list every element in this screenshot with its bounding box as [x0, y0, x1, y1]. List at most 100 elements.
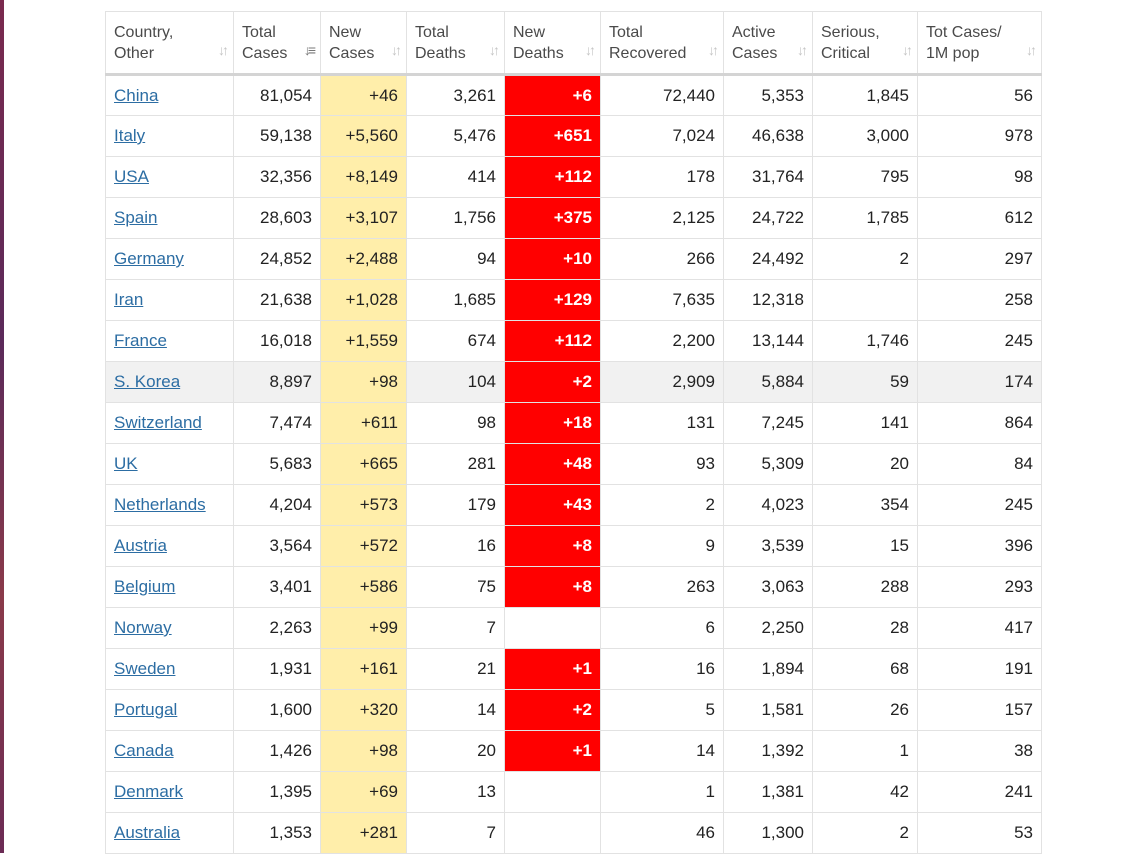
cell-serious-critical: 141 [812, 402, 918, 444]
cell-new-cases: +573 [320, 484, 407, 526]
column-header-country[interactable]: Country, Other ↓↑ [105, 11, 234, 76]
cell-active-cases: 24,722 [723, 197, 813, 239]
cell-serious-critical: 15 [812, 525, 918, 567]
table-row: Sweden 1,931 +161 21 +1 16 1,894 68 191 [105, 648, 1042, 690]
sort-icon[interactable]: ↓≡ [303, 42, 316, 58]
column-header-tot-cases-1m[interactable]: Tot Cases/1M pop ↓↑ [917, 11, 1042, 76]
country-link[interactable]: S. Korea [114, 372, 181, 391]
country-link[interactable]: Italy [114, 126, 146, 145]
cell-serious-critical [812, 279, 918, 321]
column-header-label: Tot Cases/1M pop [926, 22, 1002, 64]
country-link[interactable]: Spain [114, 208, 158, 227]
column-header-label: Active Cases [732, 22, 777, 64]
cell-active-cases: 5,884 [723, 361, 813, 403]
sort-icon[interactable]: ↓↑ [489, 42, 500, 58]
cell-total-deaths: 414 [406, 156, 505, 198]
table-row: Denmark 1,395 +69 13 1 1,381 42 241 [105, 771, 1042, 813]
country-link[interactable]: Netherlands [114, 495, 206, 514]
country-link[interactable]: UK [114, 454, 138, 473]
cell-serious-critical: 42 [812, 771, 918, 813]
cell-new-cases: +1,559 [320, 320, 407, 362]
cell-serious-critical: 2 [812, 238, 918, 280]
column-header-total-recovered[interactable]: Total Recovered ↓↑ [600, 11, 724, 76]
cell-new-cases: +586 [320, 566, 407, 608]
cell-total-recovered: 263 [600, 566, 724, 608]
table-row: Canada 1,426 +98 20 +1 14 1,392 1 38 [105, 730, 1042, 772]
country-link[interactable]: Germany [114, 249, 184, 268]
column-header-label: New Cases [329, 22, 374, 64]
cell-total-cases: 1,426 [233, 730, 321, 772]
cell-total-deaths: 94 [406, 238, 505, 280]
column-header-label: New Deaths [513, 22, 564, 64]
country-link[interactable]: Switzerland [114, 413, 202, 432]
column-header-serious-critical[interactable]: Serious, Critical ↓↑ [812, 11, 918, 76]
header-line-2: Cases [732, 44, 778, 62]
table-row: Norway 2,263 +99 7 6 2,250 28 417 [105, 607, 1042, 649]
table-row: France 16,018 +1,559 674 +112 2,200 13,144 1,74… [105, 320, 1042, 362]
sort-icon[interactable]: ↓↑ [218, 42, 229, 58]
cell-country: Belgium [105, 566, 234, 608]
cell-total-cases: 81,054 [233, 74, 321, 116]
cell-new-deaths: +112 [504, 320, 601, 362]
cell-total-cases: 4,204 [233, 484, 321, 526]
cell-total-cases: 3,401 [233, 566, 321, 608]
header-line-2: Cases [242, 44, 288, 62]
country-link[interactable]: Norway [114, 618, 172, 637]
table-row: UK 5,683 +665 281 +48 93 5,309 20 84 [105, 443, 1042, 485]
country-link[interactable]: Australia [114, 823, 181, 842]
cell-new-cases: +3,107 [320, 197, 407, 239]
sort-icon[interactable]: ↓↑ [585, 42, 596, 58]
cell-new-cases: +2,488 [320, 238, 407, 280]
country-link[interactable]: Belgium [114, 577, 176, 596]
country-link[interactable]: Sweden [114, 659, 176, 678]
column-header-total-cases[interactable]: Total Cases ↓≡ [233, 11, 321, 76]
cell-serious-critical: 2 [812, 812, 918, 854]
column-header-label: Serious, Critical [821, 22, 880, 64]
table-row: S. Korea 8,897 +98 104 +2 2,909 5,884 59 174 [105, 361, 1042, 403]
cell-new-deaths: +8 [504, 566, 601, 608]
header-line-2: Recovered [609, 44, 687, 62]
country-link[interactable]: Portugal [114, 700, 178, 719]
table-row: Belgium 3,401 +586 75 +8 263 3,063 288 293 [105, 566, 1042, 608]
table-row: Austria 3,564 +572 16 +8 9 3,539 15 396 [105, 525, 1042, 567]
cell-active-cases: 5,353 [723, 74, 813, 116]
header-line-1: Total [609, 23, 643, 41]
sort-icon[interactable]: ↓↑ [708, 42, 719, 58]
cell-tot-cases-1m: 38 [917, 730, 1042, 772]
cell-total-deaths: 20 [406, 730, 505, 772]
column-header-new-cases[interactable]: New Cases ↓↑ [320, 11, 407, 76]
country-link[interactable]: Iran [114, 290, 144, 309]
country-link[interactable]: USA [114, 167, 149, 186]
sort-icon[interactable]: ↓↑ [391, 42, 402, 58]
sort-icon[interactable]: ↓↑ [1026, 42, 1037, 58]
header-line-1: Active [732, 23, 776, 41]
cell-total-cases: 1,931 [233, 648, 321, 690]
header-line-2: Deaths [513, 44, 564, 62]
header-line-1: New [329, 23, 362, 41]
cell-total-deaths: 14 [406, 689, 505, 731]
sort-icon[interactable]: ↓↑ [797, 42, 808, 58]
table-row: Netherlands 4,204 +573 179 +43 2 4,023 354 245 [105, 484, 1042, 526]
cell-country: S. Korea [105, 361, 234, 403]
cell-tot-cases-1m: 293 [917, 566, 1042, 608]
coronavirus-stats-table-container: Country, Other ↓↑ Total Cases ↓≡ New Cases ↓↑ Tot… [105, 11, 1042, 854]
cell-total-recovered: 93 [600, 443, 724, 485]
column-header-total-deaths[interactable]: Total Deaths ↓↑ [406, 11, 505, 76]
cell-serious-critical: 1,845 [812, 74, 918, 116]
cell-active-cases: 1,392 [723, 730, 813, 772]
header-line-1: Tot Cases/ [926, 23, 1002, 41]
country-link[interactable]: China [114, 85, 159, 105]
header-line-2: Deaths [415, 44, 466, 62]
cell-active-cases: 7,245 [723, 402, 813, 444]
sort-icon[interactable]: ↓↑ [902, 42, 913, 58]
country-link[interactable]: Austria [114, 536, 167, 555]
country-link[interactable]: France [114, 331, 167, 350]
column-header-new-deaths[interactable]: New Deaths ↓↑ [504, 11, 601, 76]
cell-total-recovered: 7,635 [600, 279, 724, 321]
country-link[interactable]: Canada [114, 741, 174, 760]
column-header-active-cases[interactable]: Active Cases ↓↑ [723, 11, 813, 76]
cell-country: China [105, 74, 234, 116]
table-row: Italy 59,138 +5,560 5,476 +651 7,024 46,638 3,0… [105, 115, 1042, 157]
cell-new-deaths: +1 [504, 648, 601, 690]
country-link[interactable]: Denmark [114, 782, 183, 801]
